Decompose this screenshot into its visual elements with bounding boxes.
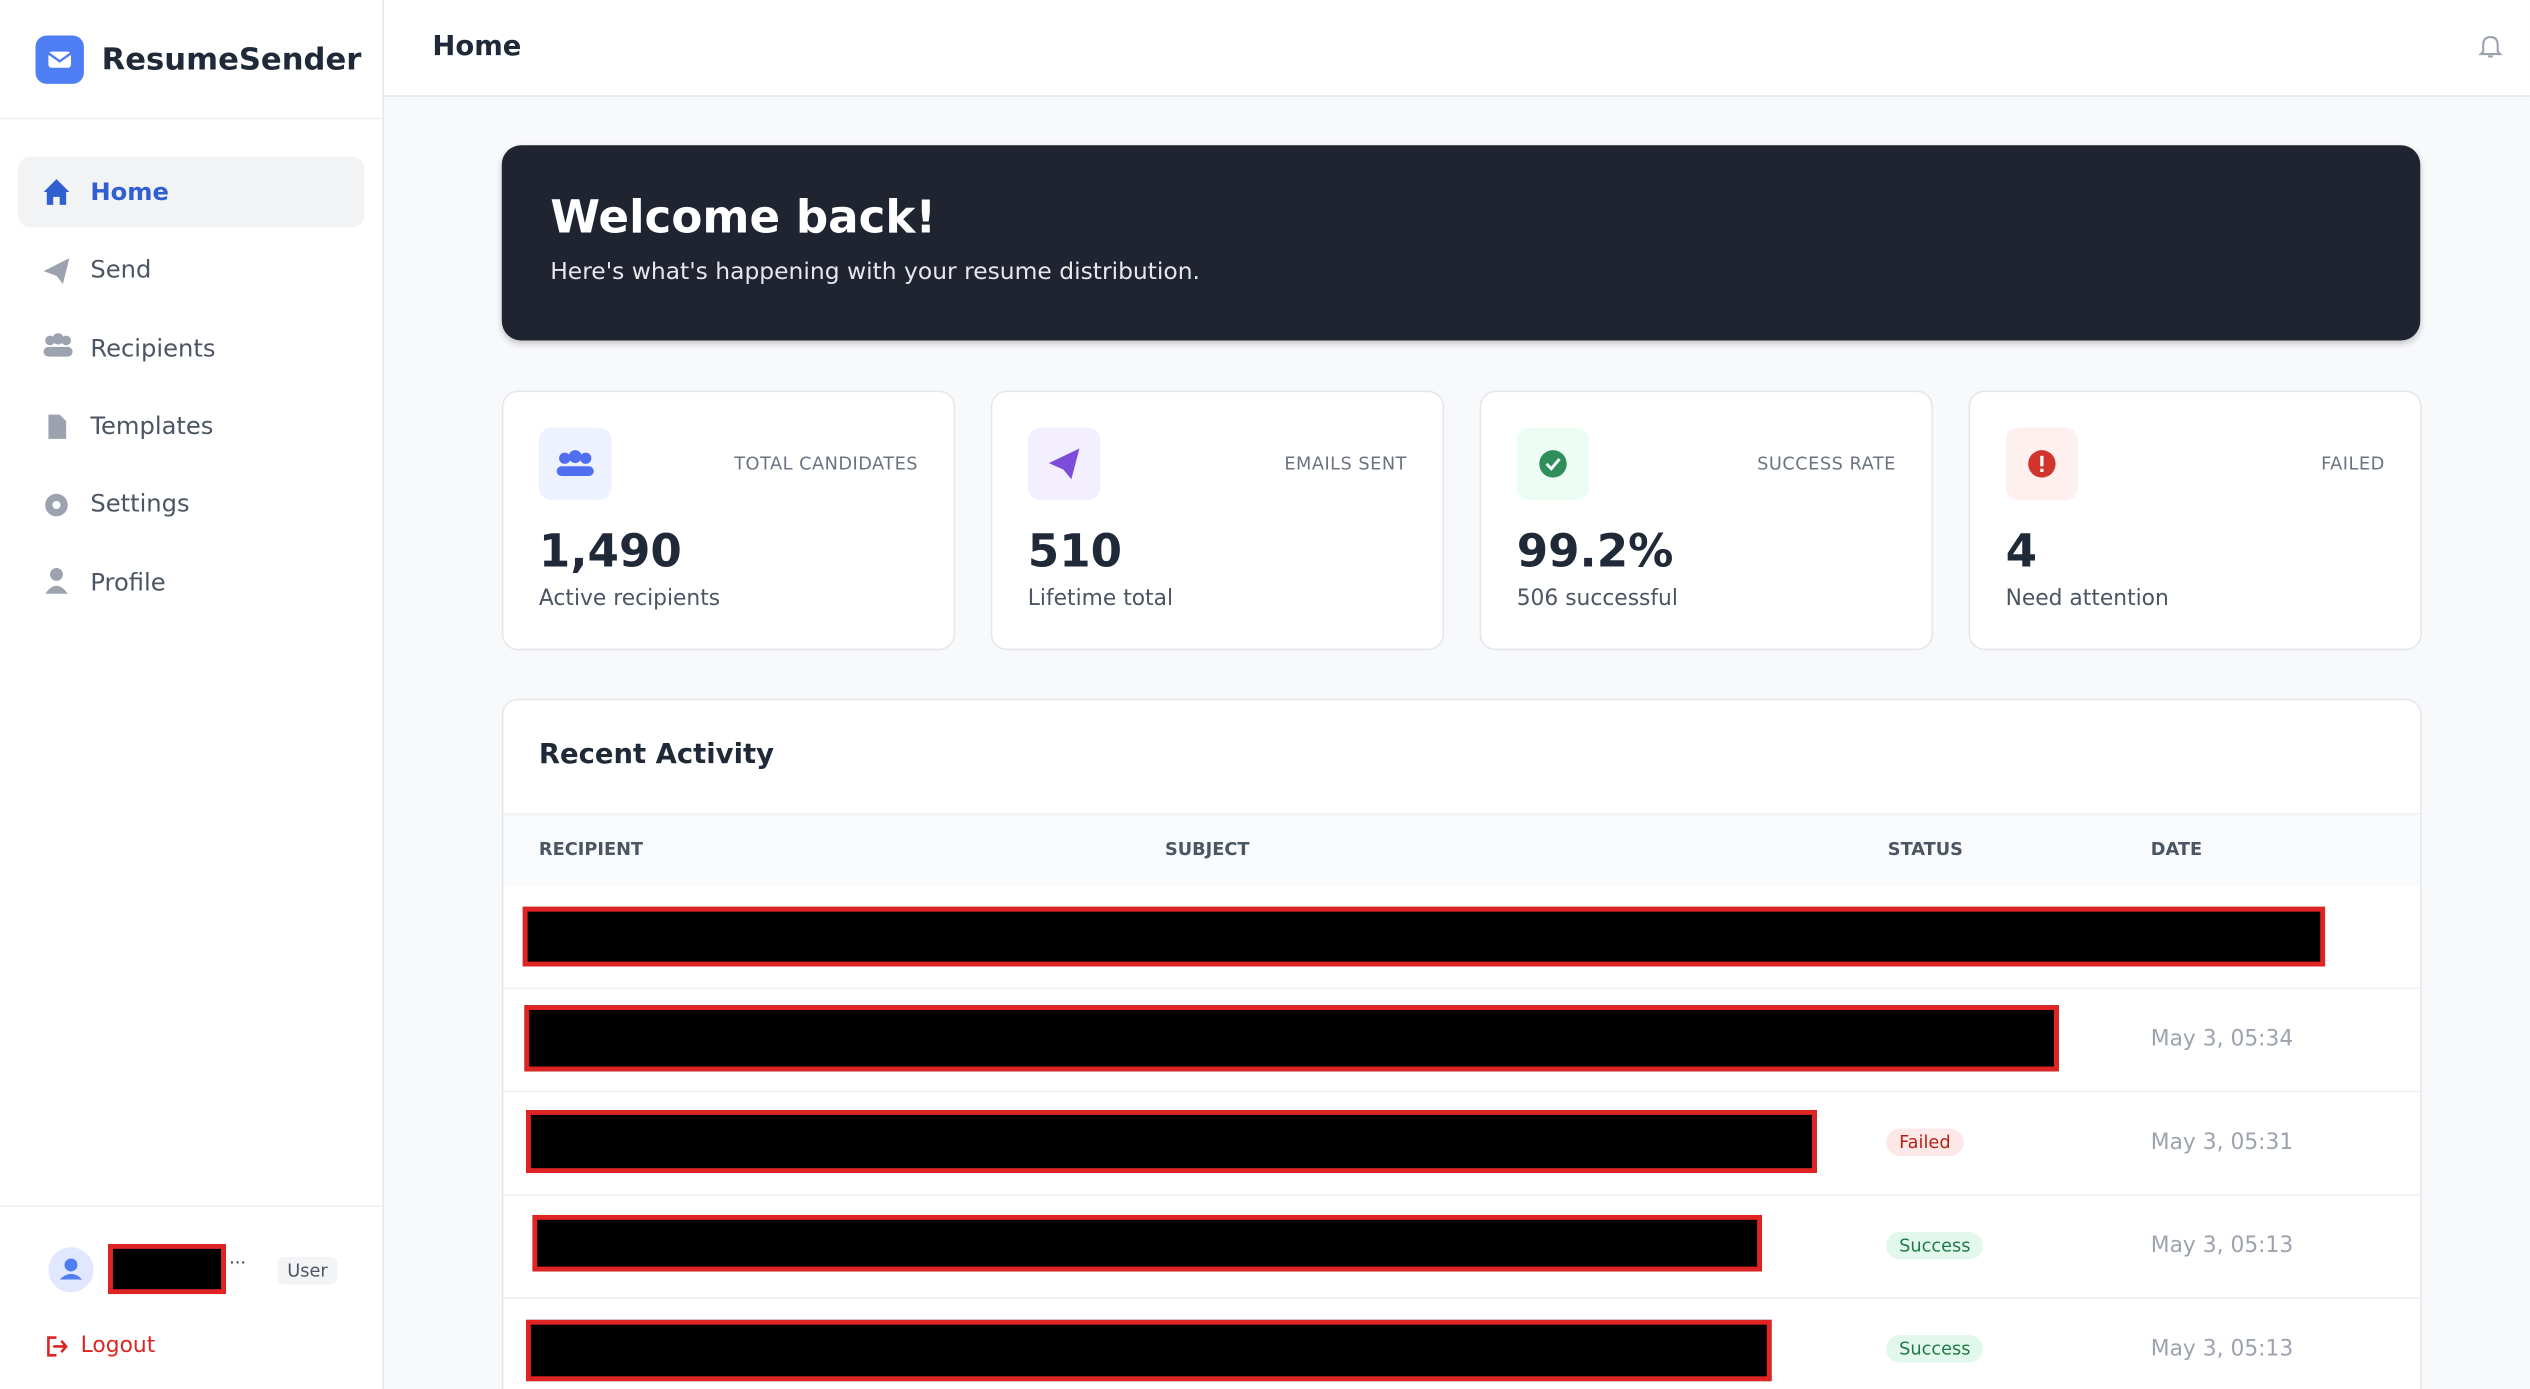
redacted xyxy=(526,1319,1772,1382)
row-date: May 3, 05:31 xyxy=(2150,1129,2294,1156)
logout[interactable]: Logout xyxy=(80,1332,156,1359)
column-header: RECIPIENT xyxy=(538,839,644,860)
nav-item[interactable]: Settings xyxy=(90,488,190,518)
sidebar: ResumeSender Home Send Recipients Templa… xyxy=(0,0,385,1389)
row-divider xyxy=(503,1193,2421,1196)
nav-item[interactable]: Profile xyxy=(90,567,166,597)
row-divider xyxy=(503,1297,2421,1299)
table-header xyxy=(503,813,2421,886)
status-badge: Success xyxy=(1886,1335,1984,1363)
header-title: Home xyxy=(432,30,522,63)
logo xyxy=(35,35,84,84)
stat-value: 510 xyxy=(1027,524,1123,578)
avatar xyxy=(48,1247,94,1293)
stat-icon xyxy=(538,427,612,501)
stat-value: 99.2% xyxy=(1516,524,1674,578)
redacted xyxy=(524,1005,2059,1072)
banner xyxy=(501,145,2421,341)
stat-caption: 506 successful xyxy=(1516,585,1678,612)
brand: ResumeSender xyxy=(101,41,362,78)
row-divider xyxy=(503,987,2421,990)
column-header: SUBJECT xyxy=(1164,839,1250,860)
nav-item[interactable]: Send xyxy=(90,254,152,284)
status-badge: Failed xyxy=(1886,1128,1964,1157)
stat-card: EMAILS SENT 510 Lifetime total xyxy=(990,390,1445,651)
stat-value: 1,490 xyxy=(538,524,682,578)
bell[interactable] xyxy=(2478,34,2503,60)
banner-subtitle: Here's what's happening with your resume… xyxy=(550,259,1201,286)
banner-title: Welcome back! xyxy=(550,190,937,244)
redacted xyxy=(522,906,2326,967)
stat-label: FAILED xyxy=(2321,453,2385,475)
stat-caption: Lifetime total xyxy=(1027,585,1174,612)
logo-icon xyxy=(47,51,72,68)
user-suffix: ... xyxy=(229,1247,247,1269)
header xyxy=(384,0,2530,97)
stat-card: TOTAL CANDIDATES 1,490 Active recipients xyxy=(501,390,956,651)
stat-value: 4 xyxy=(2005,524,2038,578)
stat-caption: Need attention xyxy=(2005,585,2169,612)
redacted xyxy=(526,1110,1817,1174)
role-badge: User xyxy=(277,1256,338,1285)
nav-item[interactable]: Recipients xyxy=(90,333,216,364)
nav-icons xyxy=(43,179,73,594)
stat-caption: Active recipients xyxy=(538,585,721,612)
column-header: STATUS xyxy=(1887,839,1963,860)
divider xyxy=(0,1205,383,1207)
stat-card: SUCCESS RATE 99.2% 506 successful xyxy=(1479,390,1933,651)
logout-icon xyxy=(47,1336,68,1357)
column-header: DATE xyxy=(2150,839,2203,860)
stat-icon xyxy=(2005,427,2079,501)
activity-title: Recent Activity xyxy=(538,738,774,772)
nav-item[interactable]: Home xyxy=(90,177,169,207)
stat-label: SUCCESS RATE xyxy=(1757,453,1896,475)
divider xyxy=(0,117,383,120)
stat-icon xyxy=(1027,427,1101,501)
row-date: May 3, 05:13 xyxy=(2150,1232,2294,1259)
row-divider xyxy=(503,1090,2421,1093)
nav-active[interactable] xyxy=(17,156,365,228)
row-date: May 3, 05:34 xyxy=(2150,1026,2294,1053)
row-date: May 3, 05:13 xyxy=(2150,1335,2294,1362)
stat-label: TOTAL CANDIDATES xyxy=(734,453,919,475)
stat-icon xyxy=(1516,427,1590,501)
nav-item[interactable]: Templates xyxy=(90,411,214,441)
status-badge: Success xyxy=(1886,1231,1984,1260)
redacted xyxy=(532,1214,1762,1272)
redacted xyxy=(108,1244,226,1295)
stat-card: FAILED 4 Need attention xyxy=(1968,390,2422,651)
stat-label: EMAILS SENT xyxy=(1284,453,1407,475)
